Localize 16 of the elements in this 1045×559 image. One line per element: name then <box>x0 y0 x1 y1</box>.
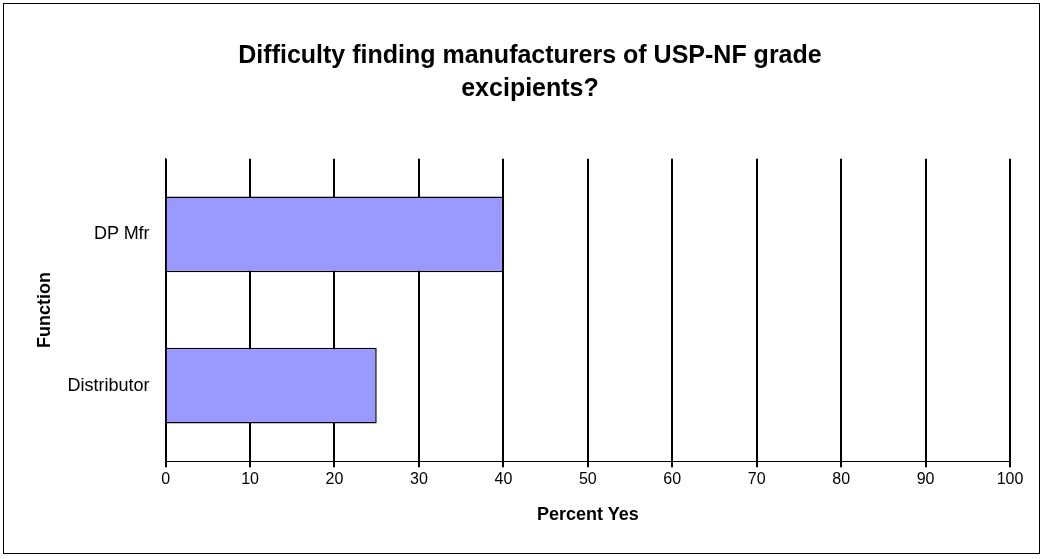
x-tick-label: 100 <box>996 470 1024 488</box>
chart-title: Difficulty finding manufacturers of USP-NF grade excipients? <box>237 39 823 103</box>
x-tick-label: 60 <box>663 470 682 488</box>
y-tick-label: Distributor <box>67 374 150 395</box>
y-tick-label: DP Mfr <box>93 223 150 244</box>
x-tick-label: 30 <box>410 470 428 488</box>
x-tick-label: 0 <box>161 470 171 488</box>
x-tick-label: 70 <box>747 470 766 488</box>
x-tick-label: 10 <box>241 470 260 488</box>
x-tick-label: 50 <box>578 470 597 488</box>
x-tick-label: 80 <box>832 470 851 488</box>
x-tick-label: 20 <box>325 470 344 488</box>
x-tick-label: 90 <box>916 470 935 488</box>
y-axis-title: Function <box>33 272 54 348</box>
x-tick-label: 40 <box>494 470 513 488</box>
x-axis-title: Percent Yes <box>536 504 639 525</box>
